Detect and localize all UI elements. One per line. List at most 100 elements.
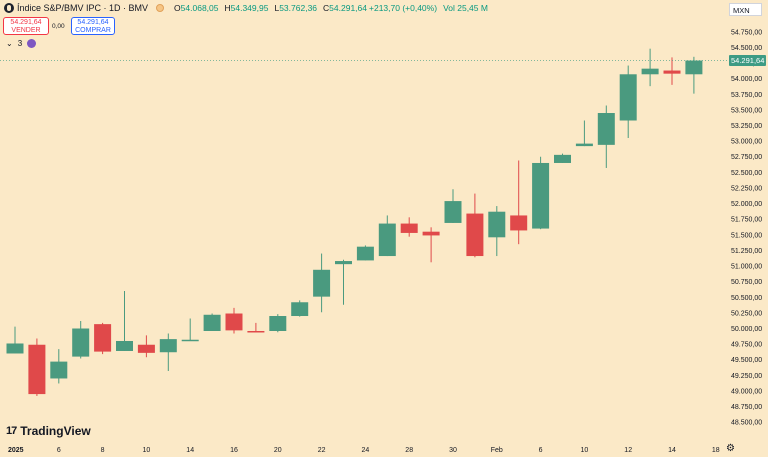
chart-header: Índice S&P/BMV IPC · 1D · BMV O54.068,05… bbox=[0, 0, 488, 16]
y-tick-label: 53.000,00 bbox=[731, 139, 762, 146]
candle-body bbox=[663, 70, 681, 74]
candle-body bbox=[619, 74, 637, 121]
candle-body bbox=[247, 330, 265, 333]
buy-button[interactable]: 54.291,64 COMPRAR bbox=[71, 17, 115, 35]
ohlc-close: C54.291,64 bbox=[323, 3, 367, 13]
indicator-count: 3 bbox=[17, 39, 23, 48]
x-tick-label: 14 bbox=[186, 447, 194, 454]
candle-body bbox=[335, 261, 352, 265]
spread-value: 0,00 bbox=[52, 23, 65, 30]
candle-body bbox=[269, 316, 287, 331]
y-tick-label: 53.750,00 bbox=[731, 92, 762, 99]
tradingview-logo[interactable]: 17 TradingView bbox=[6, 424, 91, 438]
y-tick-label: 50.750,00 bbox=[731, 279, 762, 286]
candle-body bbox=[137, 344, 155, 353]
symbol-logo-icon bbox=[4, 3, 14, 13]
currency-selector[interactable]: MXN bbox=[729, 3, 762, 16]
candle-body bbox=[356, 246, 374, 261]
y-tick-label: 49.000,00 bbox=[731, 388, 762, 395]
last-price-tag bbox=[729, 55, 766, 67]
gear-icon[interactable]: ⚙ bbox=[726, 443, 735, 454]
y-tick-label: 52.000,00 bbox=[731, 201, 762, 208]
y-tick-label: 49.750,00 bbox=[731, 342, 762, 349]
x-tick-label: 14 bbox=[668, 447, 676, 454]
y-tick-label: 49.500,00 bbox=[731, 357, 762, 364]
x-tick-label: 22 bbox=[318, 447, 326, 454]
tradingview-mark-icon: 17 bbox=[6, 425, 17, 437]
candle-body bbox=[597, 113, 615, 145]
volume-value: Vol 25,45 M bbox=[443, 3, 488, 13]
chevron-down-icon: ⌄ bbox=[6, 39, 13, 48]
x-tick-label: 24 bbox=[362, 447, 370, 454]
candle-body bbox=[685, 60, 703, 75]
symbol-title[interactable]: Índice S&P/BMV IPC · 1D · BMV bbox=[17, 3, 149, 13]
candle-body bbox=[313, 269, 331, 297]
candle-body bbox=[444, 201, 462, 223]
indicators-toggle[interactable]: ⌄ 3 bbox=[6, 39, 37, 48]
y-tick-label: 51.500,00 bbox=[731, 232, 762, 239]
y-tick-label: 48.500,00 bbox=[731, 420, 762, 427]
candle-body bbox=[575, 143, 593, 147]
candle-body bbox=[510, 215, 528, 231]
y-tick-label: 54.500,00 bbox=[731, 45, 762, 52]
candle-body bbox=[400, 223, 418, 233]
x-tick-label: 20 bbox=[274, 447, 282, 454]
candle-body bbox=[50, 361, 68, 379]
candle-body bbox=[554, 154, 571, 163]
y-tick-label: 52.500,00 bbox=[731, 170, 762, 177]
y-tick-label: 54.750,00 bbox=[731, 29, 762, 36]
indicator-badge-icon[interactable] bbox=[27, 39, 37, 48]
candle-body bbox=[181, 339, 199, 342]
candle-body bbox=[6, 343, 24, 354]
y-tick-label: 53.500,00 bbox=[731, 107, 762, 114]
buy-label: COMPRAR bbox=[75, 27, 111, 34]
candle-body bbox=[378, 223, 396, 257]
y-tick-label: 54.000,00 bbox=[731, 76, 762, 83]
y-tick-label: 50.250,00 bbox=[731, 310, 762, 317]
y-tick-label: 49.250,00 bbox=[731, 373, 762, 380]
ohlc-high: H54.349,95 bbox=[224, 3, 269, 13]
sell-price: 54.291,64 bbox=[10, 19, 42, 26]
candle-body bbox=[159, 339, 177, 353]
brand-name: TradingView bbox=[20, 424, 91, 438]
candle-body bbox=[28, 344, 46, 395]
y-tick-label: 51.750,00 bbox=[731, 217, 762, 224]
change-value: +213,70 (+0,40%) bbox=[369, 3, 438, 13]
ohlc-open: O54.068,05 bbox=[174, 3, 219, 13]
market-status-icon[interactable] bbox=[156, 4, 165, 12]
x-tick-label: 10 bbox=[143, 447, 151, 454]
y-tick-label: 51.250,00 bbox=[731, 248, 762, 255]
candle-body bbox=[203, 314, 221, 331]
candle-body bbox=[72, 328, 90, 357]
x-tick-label: 16 bbox=[230, 447, 238, 454]
y-tick-label: 53.250,00 bbox=[731, 123, 762, 130]
x-tick-label: 6 bbox=[539, 447, 543, 454]
candle-body bbox=[466, 213, 484, 257]
ohlc-low: L53.762,36 bbox=[274, 3, 318, 13]
candle-body bbox=[488, 211, 506, 238]
x-tick-label: Feb bbox=[491, 447, 503, 454]
last-price-label: 54.291,64 bbox=[731, 56, 764, 65]
x-tick-label: 30 bbox=[449, 447, 457, 454]
y-tick-label: 50.000,00 bbox=[731, 326, 762, 333]
candle-body bbox=[291, 302, 309, 317]
candle-body bbox=[532, 162, 550, 229]
y-tick-label: 48.750,00 bbox=[731, 404, 762, 411]
sell-label: VENDER bbox=[11, 27, 41, 34]
y-tick-label: 52.750,00 bbox=[731, 154, 762, 161]
candle-body bbox=[94, 324, 112, 352]
candle-body bbox=[641, 68, 659, 75]
x-tick-label: 2025 bbox=[8, 447, 24, 454]
y-tick-label: 51.000,00 bbox=[731, 264, 762, 271]
y-tick-label: 52.250,00 bbox=[731, 185, 762, 192]
buy-price: 54.291,64 bbox=[77, 19, 109, 26]
x-tick-label: 8 bbox=[101, 447, 105, 454]
x-tick-label: 18 bbox=[712, 447, 720, 454]
sell-button[interactable]: 54.291,64 VENDER bbox=[3, 17, 49, 35]
y-tick-label: 50.500,00 bbox=[731, 295, 762, 302]
candle-body bbox=[225, 313, 243, 331]
x-tick-label: 6 bbox=[57, 447, 61, 454]
candle-body bbox=[116, 340, 133, 351]
candle-body bbox=[422, 231, 440, 236]
